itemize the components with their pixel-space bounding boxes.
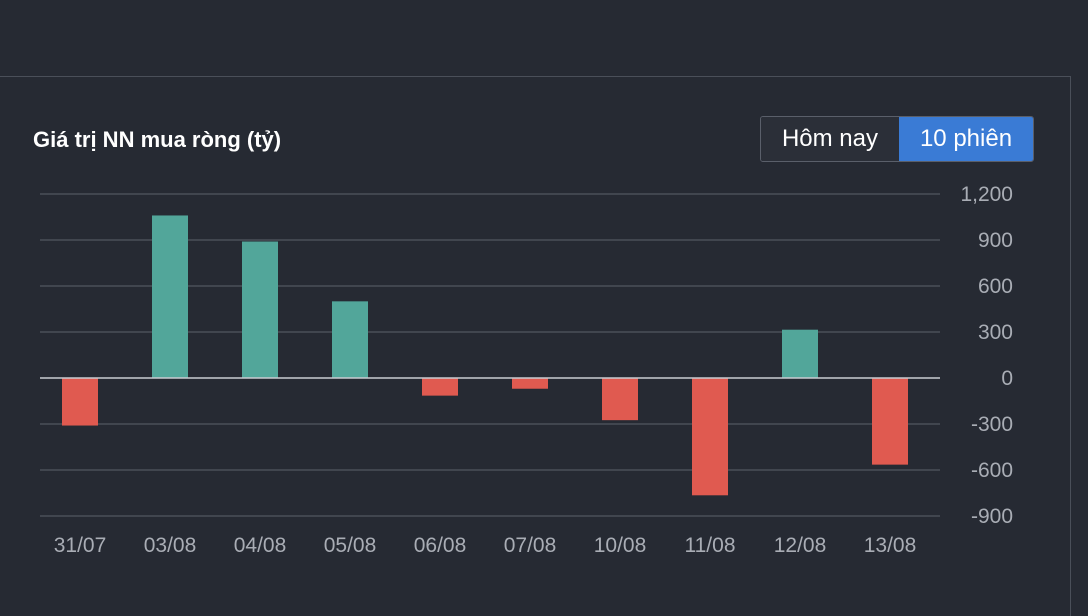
bar-31-07[interactable] xyxy=(62,378,98,426)
y-tick-label: 600 xyxy=(978,275,1013,298)
bars xyxy=(62,215,908,496)
x-tick-label: 10/08 xyxy=(594,534,647,557)
x-tick-label: 12/08 xyxy=(774,534,827,557)
x-tick-label: 04/08 xyxy=(234,534,287,557)
x-tick-label: 31/07 xyxy=(54,534,107,557)
bar-10-08[interactable] xyxy=(602,378,638,421)
bar-03-08[interactable] xyxy=(152,215,188,378)
y-tick-label: 1,200 xyxy=(960,183,1013,206)
period-toggle[interactable]: Hôm nay 10 phiên xyxy=(760,116,1034,162)
x-tick-label: 07/08 xyxy=(504,534,557,557)
x-tick-label: 03/08 xyxy=(144,534,197,557)
y-tick-label: -600 xyxy=(971,459,1013,482)
x-tick-label: 05/08 xyxy=(324,534,377,557)
y-tick-label: -300 xyxy=(971,413,1013,436)
bar-chart: 1,200 900 600 300 0 -300 -600 -900 31/07 03/08 04… xyxy=(40,183,1013,557)
x-tick-label: 06/08 xyxy=(414,534,467,557)
grid-lines xyxy=(40,193,940,517)
toggle-today-button[interactable]: Hôm nay xyxy=(761,117,899,161)
y-tick-labels: 1,200 900 600 300 0 -300 -600 -900 xyxy=(960,183,1013,528)
bar-04-08[interactable] xyxy=(242,241,278,378)
bar-13-08[interactable] xyxy=(872,378,908,465)
x-tick-label: 13/08 xyxy=(864,534,917,557)
bar-11-08[interactable] xyxy=(692,378,728,496)
y-tick-label: 900 xyxy=(978,229,1013,252)
toggle-10-sessions-button[interactable]: 10 phiên xyxy=(899,117,1033,161)
chart-title: Giá trị NN mua ròng (tỷ) xyxy=(33,127,282,152)
y-tick-label: 0 xyxy=(1001,367,1013,390)
bar-05-08[interactable] xyxy=(332,301,368,378)
x-tick-labels: 31/07 03/08 04/08 05/08 06/08 07/08 10/08 11/08… xyxy=(54,534,917,557)
bar-12-08[interactable] xyxy=(782,329,818,378)
y-tick-label: -900 xyxy=(971,505,1013,528)
y-tick-label: 300 xyxy=(978,321,1013,344)
x-tick-label: 11/08 xyxy=(685,534,736,557)
bar-06-08[interactable] xyxy=(422,378,458,396)
bar-07-08[interactable] xyxy=(512,378,548,389)
